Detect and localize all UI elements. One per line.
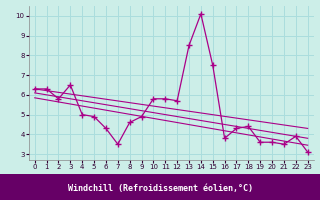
Text: Windchill (Refroidissement éolien,°C): Windchill (Refroidissement éolien,°C) — [68, 184, 252, 193]
